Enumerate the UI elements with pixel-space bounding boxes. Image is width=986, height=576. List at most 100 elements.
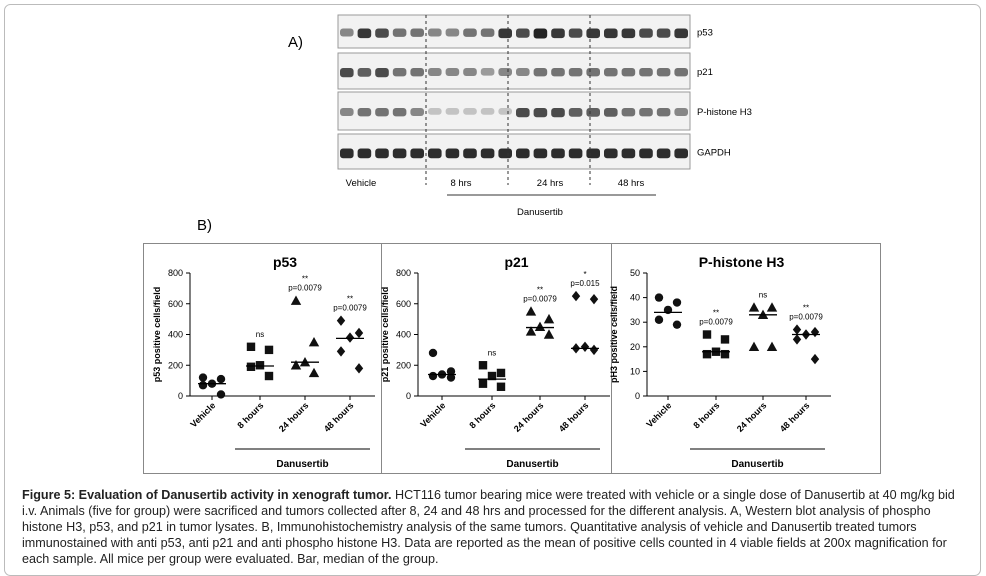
blot-band [392,68,407,77]
chart-title: p53 [273,254,297,270]
data-point [446,373,456,382]
blot-band [516,68,530,76]
blot-band [656,148,671,159]
blot-band [340,68,354,78]
chart-frame [143,243,881,474]
blot-band [639,28,653,38]
y-tick-label: 600 [396,299,411,309]
data-point [308,367,320,378]
blot-band [639,148,653,159]
blot-band [604,28,618,39]
blot-band [357,148,372,159]
x-tick-label: Vehicle [188,400,217,429]
y-tick-label: 50 [630,268,640,278]
group-label: Danusertib [276,459,328,470]
annotation: ** [713,309,719,318]
blot-band [586,108,600,117]
data-point [216,374,226,384]
y-tick-label: 600 [168,299,183,309]
y-tick-label: 200 [396,360,411,370]
blot-band [480,108,495,115]
annotation: p=0.0079 [699,318,733,327]
blot-band [498,68,512,76]
lane-label: 8 hrs [450,178,471,189]
blot-band [604,148,618,159]
blot-band [340,148,354,159]
blot-band [392,108,407,117]
x-tick-label: 48 hours [322,400,356,434]
blot-band [445,108,460,115]
data-point [580,341,590,352]
blot-band [551,68,565,77]
data-point [345,332,355,343]
data-point [525,306,537,316]
blot-band [445,68,460,76]
y-axis-label: p53 positive cells/field [152,287,162,383]
x-tick-label: Vehicle [418,400,447,429]
data-point [654,315,664,324]
blot-band [428,148,442,159]
y-tick-label: 20 [630,342,640,352]
data-point [198,373,208,382]
blot-band [357,28,372,39]
x-tick-label: 48 hours [557,400,591,434]
x-tick-label: 24 hours [512,400,546,434]
data-point [534,321,546,332]
y-tick-label: 0 [635,391,640,401]
x-tick-label: Vehicle [644,400,673,429]
blot-strip [337,52,691,90]
blot-band [375,108,389,117]
blot-band [480,28,495,37]
annotation: p=0.0079 [333,304,367,313]
annotation: ** [537,285,543,294]
chart-title: P-histone H3 [699,254,785,270]
blot-band [463,28,477,37]
y-tick-label: 400 [168,330,183,340]
blot-band [516,148,530,159]
data-point [354,327,364,339]
y-tick-label: 0 [406,391,411,401]
y-tick-label: 800 [396,268,411,278]
lane-label: 48 hrs [618,178,645,189]
blot-band [498,108,512,115]
blot-band [621,28,636,39]
data-point [792,324,802,335]
data-point [264,345,274,355]
group-label: Danusertib [731,459,783,470]
data-point [810,353,820,365]
blot-band [586,148,600,159]
data-point [290,360,302,370]
blot-strip [337,133,691,170]
data-point [246,342,256,351]
data-point [216,390,226,399]
blot-band [392,28,407,37]
blot-band [621,148,636,159]
blot-band [410,28,424,37]
blot-band [656,28,671,38]
y-tick-label: 200 [168,360,183,370]
annotation: p=0.0079 [789,313,823,322]
blot-band [533,148,548,159]
data-point [543,329,555,339]
data-point [255,361,265,370]
data-point [672,320,682,329]
annotation: ** [803,304,809,313]
blot-band [674,148,688,159]
annotation: ns [256,330,264,339]
blot-band [375,148,389,159]
caption-text: HCT116 tumor bearing mice were treated w… [22,488,955,566]
annotation: ns [759,290,767,299]
data-point [672,298,682,307]
blot-band [568,28,583,38]
data-point [543,313,555,324]
blot-band [533,28,548,39]
blot-band [674,68,688,77]
blot-band [410,148,424,159]
blot-band [480,148,495,159]
band-label: p21 [697,67,713,78]
data-point [354,363,364,374]
data-point [810,326,820,338]
blot-band [639,68,653,77]
